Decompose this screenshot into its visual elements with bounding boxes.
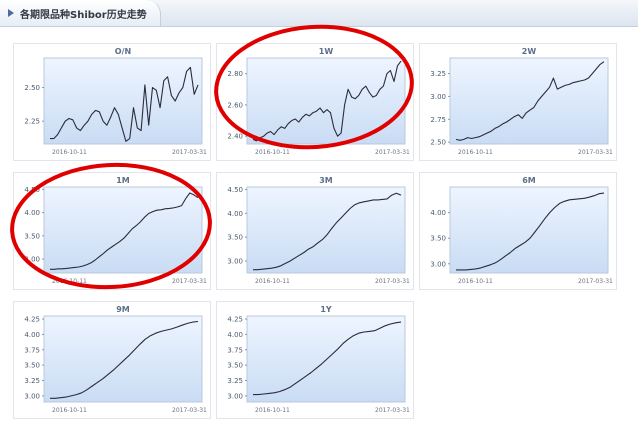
chart-panel-3m: 3M 4.50 4.00 3.50 3.00 2016-10-11 2017-03-31 bbox=[216, 172, 414, 290]
chart-svg-6m: 6M 4.00 3.50 3.00 2016-10-11 2017-03-31 bbox=[430, 176, 613, 285]
x-end-label: 2017-03-31 bbox=[375, 407, 410, 414]
y-tick-label: 3.25 bbox=[227, 377, 243, 385]
x-start-label: 2016-10-11 bbox=[255, 149, 290, 156]
chart-panel-9m: 9M 4.25 4.00 3.75 3.50 3.25 3.00 2016-10-11 2017… bbox=[13, 301, 211, 419]
header-tab bbox=[0, 0, 161, 26]
y-tick-label: 3.25 bbox=[24, 377, 40, 385]
plot-area bbox=[43, 186, 203, 274]
y-tick-label: 2.40 bbox=[227, 133, 243, 141]
x-start-label: 2016-10-11 bbox=[52, 149, 87, 156]
chart-title: 6M bbox=[522, 176, 536, 185]
x-end-label: 2017-03-31 bbox=[172, 149, 207, 156]
chart-title: 2W bbox=[522, 47, 537, 56]
plot-area bbox=[449, 186, 609, 274]
y-tick-label: 2.50 bbox=[430, 139, 446, 147]
chart-svg-9m: 9M 4.25 4.00 3.75 3.50 3.25 3.00 2016-10-11 2017… bbox=[24, 305, 207, 414]
chart-title: 1Y bbox=[320, 305, 332, 314]
series-line-2w bbox=[455, 61, 605, 141]
y-tick-label: 2.80 bbox=[227, 70, 243, 78]
chart-svg-on: O/N 2.50 2.25 2016-10-11 2017-03-31 bbox=[24, 47, 207, 156]
plot-area bbox=[43, 315, 203, 403]
x-end-label: 2017-03-31 bbox=[375, 149, 410, 156]
chart-svg-1w: 1W 2.80 2.60 2.40 2016-10-11 2017-03-31 bbox=[227, 47, 410, 156]
y-tick-label: 3.00 bbox=[430, 260, 446, 268]
x-start-label: 2016-10-11 bbox=[52, 407, 87, 414]
chart-panel-2w: 2W 3.25 3.00 2.75 2.50 2016-10-11 2017-03-31 bbox=[419, 43, 617, 161]
series-line-on bbox=[50, 66, 199, 142]
x-end-label: 2017-03-31 bbox=[172, 407, 207, 414]
y-tick-label: 3.50 bbox=[227, 362, 243, 370]
series-line-9m bbox=[50, 320, 199, 399]
x-end-label: 2017-03-31 bbox=[578, 149, 613, 156]
chart-svg-2w: 2W 3.25 3.00 2.75 2.50 2016-10-11 2017-03-31 bbox=[430, 47, 613, 156]
series-line-3m bbox=[253, 192, 402, 271]
y-tick-label: 4.25 bbox=[227, 316, 243, 324]
y-tick-label: 4.00 bbox=[24, 331, 40, 339]
y-tick-label: 3.00 bbox=[430, 93, 446, 101]
triangle-bullet-icon bbox=[8, 9, 14, 17]
y-tick-label: 4.50 bbox=[227, 186, 243, 194]
y-tick-label: 3.50 bbox=[24, 362, 40, 370]
chart-title: 9M bbox=[116, 305, 130, 314]
series-line-1y bbox=[253, 321, 402, 396]
chart-svg-1y: 1Y 4.25 4.00 3.75 3.50 3.25 3.00 2016-10-11 2017… bbox=[227, 305, 410, 414]
y-tick-label: 2.25 bbox=[24, 118, 40, 126]
y-tick-label: 3.50 bbox=[24, 232, 40, 240]
y-tick-label: 3.50 bbox=[430, 235, 446, 243]
plot-area bbox=[246, 186, 406, 274]
y-tick-label: 4.50 bbox=[24, 186, 40, 194]
chart-panel-6m: 6M 4.00 3.50 3.00 2016-10-11 2017-03-31 bbox=[419, 172, 617, 290]
y-tick-label: 2.75 bbox=[430, 116, 446, 124]
y-tick-label: 3.00 bbox=[24, 256, 40, 264]
y-tick-label: 4.25 bbox=[24, 316, 40, 324]
section-header: 各期限品种Shibor历史走势 bbox=[0, 0, 638, 27]
y-tick-label: 2.50 bbox=[24, 84, 40, 92]
x-start-label: 2016-10-11 bbox=[52, 278, 87, 285]
y-tick-label: 3.25 bbox=[430, 70, 446, 78]
y-tick-label: 4.00 bbox=[227, 331, 243, 339]
x-end-label: 2017-03-31 bbox=[375, 278, 410, 285]
series-line-6m bbox=[456, 192, 605, 271]
chart-svg-1m: 1M 4.50 4.00 3.50 3.00 2016-10-11 2017-03-31 bbox=[24, 176, 207, 285]
y-tick-label: 4.00 bbox=[430, 209, 446, 217]
plot-area bbox=[449, 57, 609, 145]
chart-title: 3M bbox=[319, 176, 333, 185]
chart-svg-3m: 3M 4.50 4.00 3.50 3.00 2016-10-11 2017-03-31 bbox=[227, 176, 410, 285]
y-tick-label: 3.50 bbox=[227, 234, 243, 242]
chart-panel-1m: 1M 4.50 4.00 3.50 3.00 2016-10-11 2017-03-31 bbox=[13, 172, 211, 290]
y-tick-label: 3.75 bbox=[227, 346, 243, 354]
chart-panel-1w: 1W 2.80 2.60 2.40 2016-10-11 2017-03-31 bbox=[216, 43, 414, 161]
chart-title: 1M bbox=[116, 176, 130, 185]
y-tick-label: 3.00 bbox=[227, 392, 243, 400]
chart-title: 1W bbox=[319, 47, 334, 56]
x-end-label: 2017-03-31 bbox=[172, 278, 207, 285]
chart-panel-1y: 1Y 4.25 4.00 3.75 3.50 3.25 3.00 2016-10-11 2017… bbox=[216, 301, 414, 419]
x-end-label: 2017-03-31 bbox=[578, 278, 613, 285]
y-tick-label: 3.75 bbox=[24, 346, 40, 354]
x-start-label: 2016-10-11 bbox=[255, 407, 290, 414]
plot-area bbox=[246, 315, 406, 403]
section-title: 各期限品种Shibor历史走势 bbox=[20, 10, 147, 21]
x-start-label: 2016-10-11 bbox=[458, 278, 493, 285]
x-start-label: 2016-10-11 bbox=[255, 278, 290, 285]
y-tick-label: 4.00 bbox=[227, 210, 243, 218]
y-tick-label: 3.00 bbox=[24, 392, 40, 400]
chart-panel-on: O/N 2.50 2.25 2016-10-11 2017-03-31 bbox=[13, 43, 211, 161]
x-start-label: 2016-10-11 bbox=[458, 149, 493, 156]
chart-title: O/N bbox=[115, 47, 131, 56]
y-tick-label: 4.00 bbox=[24, 209, 40, 217]
y-tick-label: 2.60 bbox=[227, 101, 243, 109]
y-tick-label: 3.00 bbox=[227, 258, 243, 266]
